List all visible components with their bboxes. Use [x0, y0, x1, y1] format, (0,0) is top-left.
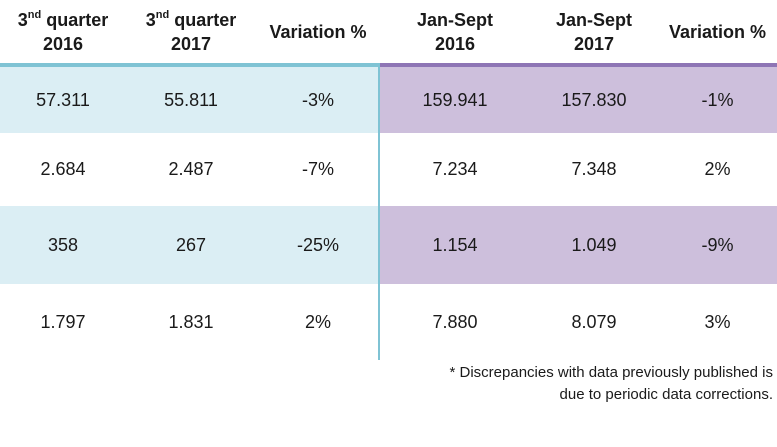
- table-cell: 1.049: [530, 206, 658, 284]
- header-variation-quarter-label: Variation %: [269, 21, 367, 42]
- header-q3-2017-rest: quarter: [169, 9, 237, 30]
- header-q3-2017-sup: nd: [155, 8, 170, 21]
- table-row: 358 267 -25% 1.154 1.049 -9%: [0, 206, 777, 284]
- table-cell: 1.154: [380, 206, 530, 284]
- header-rule-quarter: [0, 63, 380, 67]
- header-q3-2017: 3nd quarter 2017: [126, 0, 256, 63]
- table-cell: -1%: [658, 67, 777, 133]
- footnote-line-1: * Discrepancies with data previously pub…: [449, 364, 774, 381]
- header-q3-2016-line1: 3nd quarter: [18, 8, 109, 32]
- table-row: 2.684 2.487 -7% 7.234 7.348 2%: [0, 133, 777, 206]
- header-q3-2016-sup: nd: [27, 8, 42, 21]
- header-q3-2016-rest: quarter: [41, 9, 109, 30]
- header-jan-sept-2017-year: 2017: [573, 33, 615, 54]
- header-jan-sept-2017-line1: Jan-Sept: [555, 9, 633, 30]
- table-cell: 1.831: [168, 311, 214, 332]
- header-variation-ytd: Variation %: [658, 0, 777, 63]
- header-jan-sept-2016-line1: Jan-Sept: [416, 9, 494, 30]
- table-cell: -3%: [256, 67, 380, 133]
- header-q3-2016-year: 2016: [42, 33, 84, 54]
- header-jan-sept-2016-year: 2016: [434, 33, 476, 54]
- footnote: * Discrepancies with data previously pub…: [353, 362, 774, 406]
- header-jan-sept-2017: Jan-Sept 2017: [530, 0, 658, 63]
- table-cell: 57.311: [0, 67, 126, 133]
- table-cell: 7.880: [432, 311, 478, 332]
- table-header: 3nd quarter 2016 3nd quarter 2017 Variat…: [0, 0, 777, 63]
- table-cell: 159.941: [380, 67, 530, 133]
- table-cell: 2%: [304, 311, 331, 332]
- table-cell: 358: [0, 206, 126, 284]
- header-q3-2017-line1: 3nd quarter: [146, 8, 237, 32]
- header-variation-quarter: Variation %: [256, 0, 380, 63]
- header-q3-2016: 3nd quarter 2016: [0, 0, 126, 63]
- table-cell: 157.830: [530, 67, 658, 133]
- table-row: 1.797 1.831 2% 7.880 8.079 3%: [0, 284, 777, 360]
- table-cell: 8.079: [571, 311, 617, 332]
- table-cell: -7%: [301, 159, 334, 179]
- table-cell: 2.684: [40, 159, 86, 179]
- table-cell: 7.234: [432, 159, 478, 179]
- table-cell: 267: [126, 206, 256, 284]
- table-cell: 55.811: [126, 67, 256, 133]
- table-cell: -9%: [658, 206, 777, 284]
- table-cell: -25%: [256, 206, 380, 284]
- section-divider: [378, 63, 380, 360]
- table-cell: 2%: [704, 159, 731, 179]
- header-rule-ytd: [380, 63, 777, 67]
- table-cell: 2.487: [168, 159, 214, 179]
- header-q3-2017-num: 3: [145, 9, 156, 30]
- table-row: 57.311 55.811 -3% 159.941 157.830 -1%: [0, 67, 777, 133]
- table-cell: 3%: [704, 311, 731, 332]
- footnote-line-2: due to periodic data corrections.: [559, 386, 773, 403]
- header-variation-ytd-label: Variation %: [668, 21, 767, 42]
- header-jan-sept-2016: Jan-Sept 2016: [380, 0, 530, 63]
- table-cell: 7.348: [571, 159, 617, 179]
- table-cell: 1.797: [40, 311, 86, 332]
- header-q3-2016-num: 3: [17, 9, 28, 30]
- table-body: 57.311 55.811 -3% 159.941 157.830 -1% 2.…: [0, 67, 777, 360]
- header-q3-2017-year: 2017: [170, 33, 212, 54]
